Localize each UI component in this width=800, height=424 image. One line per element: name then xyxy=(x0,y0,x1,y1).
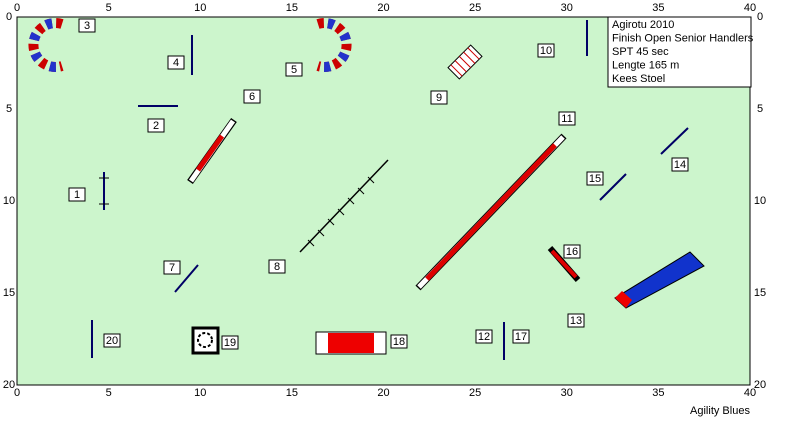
obstacle-label: 12 xyxy=(475,329,493,344)
label-box xyxy=(268,259,286,274)
label-box xyxy=(221,335,239,350)
obstacle-label: 10 xyxy=(537,43,555,58)
x-tick-label: 25 xyxy=(469,387,481,399)
label-number: 18 xyxy=(393,336,405,348)
x-tick-label: 20 xyxy=(377,2,389,14)
y-tick-label: 5 xyxy=(757,103,763,115)
y-tick-label: 15 xyxy=(754,287,766,299)
x-tick-label: 5 xyxy=(106,2,112,14)
label-box xyxy=(567,313,585,328)
info-line: Finish Open Senior Handlers xyxy=(612,32,754,44)
y-tick-label: 10 xyxy=(754,195,766,207)
label-box xyxy=(537,43,555,58)
obstacle-label: 7 xyxy=(163,260,181,275)
label-number: 11 xyxy=(561,113,572,125)
label-box xyxy=(563,244,581,259)
x-tick-label: 20 xyxy=(377,387,389,399)
label-box xyxy=(558,111,576,126)
label-number: 16 xyxy=(566,246,578,258)
obstacle-label: 5 xyxy=(285,62,303,77)
y-tick-label: 15 xyxy=(3,287,15,299)
y-tick-label: 20 xyxy=(3,379,15,391)
obstacle-label: 1 xyxy=(68,187,86,202)
info-line: Agirotu 2010 xyxy=(612,19,674,31)
label-box xyxy=(147,118,165,133)
obstacle-label: 6 xyxy=(243,89,261,104)
obstacle-label: 11 xyxy=(558,111,576,126)
label-box xyxy=(243,89,261,104)
y-tick-label: 0 xyxy=(757,11,763,23)
info-line: Lengte 165 m xyxy=(612,59,679,71)
label-box xyxy=(285,62,303,77)
label-box xyxy=(163,260,181,275)
label-number: 9 xyxy=(436,92,442,104)
x-tick-label: 25 xyxy=(469,2,481,14)
label-box xyxy=(512,329,530,344)
label-number: 8 xyxy=(274,261,280,273)
label-number: 5 xyxy=(291,64,297,76)
obstacle-label: 15 xyxy=(586,171,604,186)
x-tick-label: 30 xyxy=(561,2,573,14)
label-box xyxy=(103,333,121,348)
x-tick-label: 5 xyxy=(106,387,112,399)
y-tick-label: 5 xyxy=(6,103,12,115)
obstacle-label: 16 xyxy=(563,244,581,259)
label-number: 13 xyxy=(570,315,582,327)
x-tick-label: 15 xyxy=(286,2,298,14)
label-box xyxy=(167,55,185,70)
y-tick-label: 0 xyxy=(6,11,12,23)
x-tick-label: 15 xyxy=(286,387,298,399)
obstacle-label: 8 xyxy=(268,259,286,274)
label-number: 20 xyxy=(106,335,118,347)
obstacle-label: 14 xyxy=(671,157,689,172)
x-tick-label: 35 xyxy=(652,2,664,14)
obstacle-label: 18 xyxy=(390,334,408,349)
x-tick-label: 0 xyxy=(14,387,20,399)
x-tick-label: 40 xyxy=(744,2,756,14)
footer: Agility Blues xyxy=(690,405,750,417)
y-tick-label: 10 xyxy=(3,195,15,207)
x-tick-label: 35 xyxy=(652,387,664,399)
label-box xyxy=(390,334,408,349)
obstacle-label: 19 xyxy=(221,335,239,350)
obstacle-label: 2 xyxy=(147,118,165,133)
x-tick-label: 0 xyxy=(14,2,20,14)
label-box xyxy=(586,171,604,186)
label-box xyxy=(475,329,493,344)
label-box xyxy=(68,187,86,202)
label-number: 2 xyxy=(153,120,159,132)
obstacle-label: 20 xyxy=(103,333,121,348)
x-tick-label: 10 xyxy=(194,2,206,14)
label-number: 3 xyxy=(84,20,90,32)
label-box xyxy=(430,90,448,105)
obstacles xyxy=(28,18,705,360)
label-number: 19 xyxy=(224,337,236,349)
label-number: 7 xyxy=(169,262,175,274)
x-tick-label: 40 xyxy=(744,387,756,399)
label-number: 17 xyxy=(515,331,527,343)
y-tick-label: 20 xyxy=(754,379,766,391)
label-box xyxy=(671,157,689,172)
label-number: 12 xyxy=(478,331,490,343)
label-number: 15 xyxy=(589,173,601,185)
label-number: 6 xyxy=(249,91,255,103)
label-number: 1 xyxy=(74,189,80,201)
x-tick-label: 30 xyxy=(561,387,573,399)
x-tick-label: 10 xyxy=(194,387,206,399)
label-number: 4 xyxy=(173,57,179,69)
label-number: 10 xyxy=(540,45,552,57)
obstacle-label: 13 xyxy=(567,313,585,328)
info-line: SPT 45 sec xyxy=(612,46,669,58)
label-box xyxy=(78,18,96,33)
obstacle-label: 3 xyxy=(78,18,96,33)
obstacle-label: 9 xyxy=(430,90,448,105)
info-line: Kees Stoel xyxy=(612,73,665,85)
label-number: 14 xyxy=(674,159,686,171)
obstacle-label: 17 xyxy=(512,329,530,344)
obstacle-label: 4 xyxy=(167,55,185,70)
